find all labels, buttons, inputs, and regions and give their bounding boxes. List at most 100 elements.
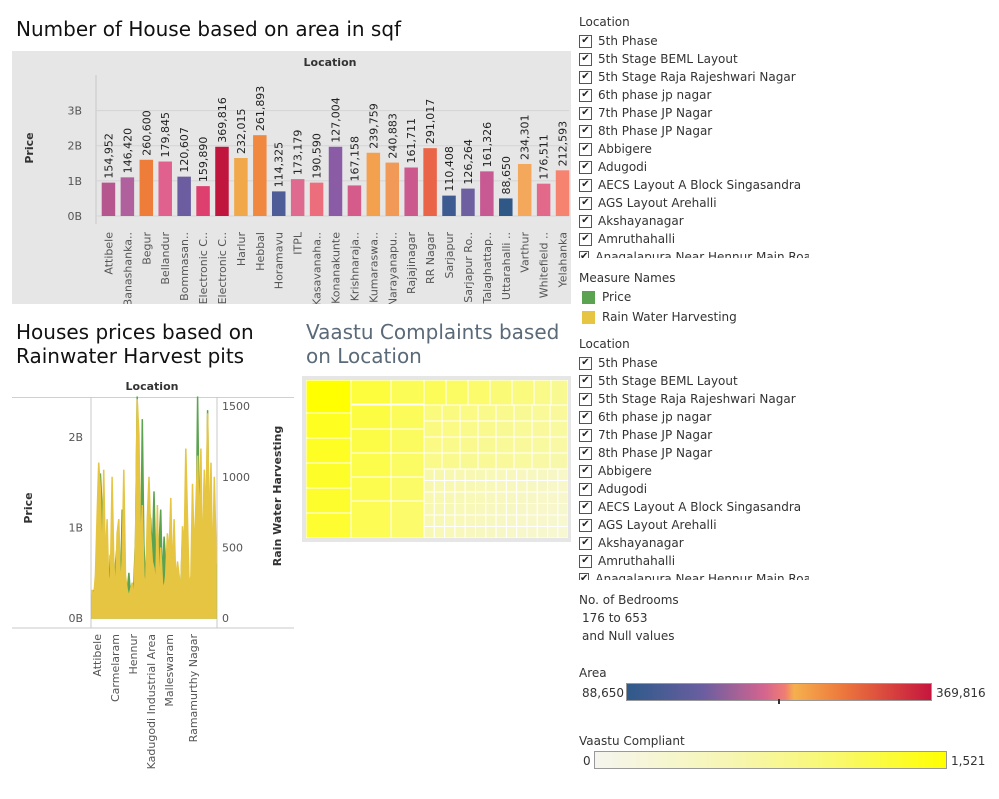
treemap-tile (444, 526, 456, 538)
bar-x-tick: RR Nagar (424, 232, 437, 284)
treemap-tile (423, 452, 443, 470)
treemap-tile (390, 476, 425, 502)
checkbox-checked-icon[interactable]: ✔ (579, 554, 592, 568)
location-option[interactable]: ✔ 7th Phase JP Nagar (579, 426, 809, 444)
location-option[interactable]: ✔ 8th Phase JP Nagar (579, 122, 809, 140)
location-option[interactable]: ✔ Adugodi (579, 480, 809, 498)
treemap-tile (350, 380, 392, 405)
treemap-tile (464, 468, 476, 481)
treemap-tile (459, 436, 479, 454)
bedrooms-null-values[interactable]: and Null values (582, 629, 675, 643)
treemap-tile (495, 514, 507, 527)
location-option[interactable]: ✔ AGS Layout Arehalli (579, 516, 809, 534)
checkbox-checked-icon[interactable]: ✔ (579, 160, 592, 174)
bar-x-tick: Uttarahalli .. (500, 232, 513, 300)
bar (385, 162, 400, 216)
location-option[interactable]: ✔ 5th Phase (579, 32, 809, 50)
bar-data-label: 291,017 (424, 99, 437, 145)
checkbox-checked-icon[interactable]: ✔ (579, 232, 592, 246)
checkbox-checked-icon[interactable]: ✔ (579, 214, 592, 228)
location-option-label: 5th Stage Raja Rajeshwari Nagar (598, 392, 796, 406)
treemap-tile (526, 514, 538, 527)
checkbox-checked-icon[interactable]: ✔ (579, 124, 592, 138)
location-option[interactable]: ✔ 5th Stage Raja Rajeshwari Nagar (579, 390, 809, 408)
treemap-tile (557, 468, 568, 481)
legend-label: Price (602, 290, 632, 304)
bar-x-tick: ITPL (292, 231, 305, 255)
location-option[interactable]: ✔ 6th phase jp nagar (579, 86, 809, 104)
checkbox-checked-icon[interactable]: ✔ (579, 536, 592, 550)
location-option[interactable]: ✔ AGS Layout Arehalli (579, 194, 809, 212)
checkbox-checked-icon[interactable]: ✔ (579, 70, 592, 84)
location-option[interactable]: ✔ 5th Stage BEML Layout (579, 50, 809, 68)
location-option[interactable]: ✔ AECS Layout A Block Singasandra (579, 498, 809, 516)
location-option[interactable]: ✔ Akshayanagar (579, 534, 809, 552)
treemap-tile (464, 514, 476, 527)
location-option[interactable]: ✔ Amruthahalli (579, 230, 809, 248)
checkbox-checked-icon[interactable]: ✔ (579, 428, 592, 442)
bar-data-label: 126,264 (462, 139, 475, 185)
vaastu-legend-header: Vaastu Compliant (579, 734, 685, 748)
treemap-tile (485, 526, 497, 538)
measure-legend-item[interactable]: Price (579, 287, 809, 307)
location-option[interactable]: ✔ 5th Stage Raja Rajeshwari Nagar (579, 68, 809, 86)
checkbox-checked-icon[interactable]: ✔ (579, 410, 592, 424)
location-option[interactable]: ✔ Anagalapura Near Hennur Main Road (579, 570, 809, 580)
location-option[interactable]: ✔ AECS Layout A Block Singasandra (579, 176, 809, 194)
checkbox-checked-icon[interactable]: ✔ (579, 374, 592, 388)
bar-data-label: 261,893 (254, 86, 267, 131)
bar (234, 158, 248, 216)
location-option[interactable]: ✔ Abbigere (579, 462, 809, 480)
checkbox-checked-icon[interactable]: ✔ (579, 500, 592, 514)
bar-data-label: 110,408 (443, 146, 456, 192)
checkbox-checked-icon[interactable]: ✔ (579, 482, 592, 496)
treemap-tile (526, 526, 538, 538)
bar-data-label: 190,590 (311, 133, 324, 179)
checkbox-checked-icon[interactable]: ✔ (579, 142, 592, 156)
location-option[interactable]: ✔ 7th Phase JP Nagar (579, 104, 809, 122)
checkbox-checked-icon[interactable]: ✔ (579, 464, 592, 478)
checkbox-checked-icon[interactable]: ✔ (579, 356, 592, 370)
bar-x-tick: Whitefield .. (538, 232, 551, 298)
location-option[interactable]: ✔ Anagalapura Near Hennur Main Road (579, 248, 809, 258)
bar-data-label: 146,420 (121, 128, 134, 174)
measure-legend-item[interactable]: Rain Water Harvesting (579, 307, 809, 327)
treemap-tile (547, 526, 559, 538)
treemap-tile (433, 468, 446, 481)
checkbox-checked-icon[interactable]: ✔ (579, 392, 592, 406)
bar-x-tick: Yelahanka (557, 232, 570, 288)
checkbox-checked-icon[interactable]: ✔ (579, 196, 592, 210)
location-filter-list-2[interactable]: ✔ 5th Phase ✔ 5th Stage BEML Layout ✔ 5th Sta… (579, 354, 809, 580)
treemap-tile (475, 503, 487, 516)
location-option[interactable]: ✔ Akshayanagar (579, 212, 809, 230)
location-option[interactable]: ✔ 5th Stage BEML Layout (579, 372, 809, 390)
location-option-label: Anagalapura Near Hennur Main Road (595, 250, 809, 258)
location-filter-list[interactable]: ✔ 5th Phase ✔ 5th Stage BEML Layout ✔ 5th Sta… (579, 32, 809, 258)
location-option-label: 5th Phase (598, 34, 658, 48)
location-option[interactable]: ✔ Amruthahalli (579, 552, 809, 570)
bedrooms-range[interactable]: 176 to 653 (582, 611, 648, 625)
location-option[interactable]: ✔ 5th Phase (579, 354, 809, 372)
legend-swatch (582, 290, 595, 304)
bar-x-tick: Bommasan.. (178, 232, 191, 301)
checkbox-checked-icon[interactable]: ✔ (579, 518, 592, 532)
treemap-tile (495, 404, 515, 422)
checkbox-checked-icon[interactable]: ✔ (579, 178, 592, 192)
treemap-tile (531, 404, 551, 422)
location-option[interactable]: ✔ Abbigere (579, 140, 809, 158)
bar (555, 170, 570, 216)
treemap-tile (423, 404, 443, 422)
location-option[interactable]: ✔ 8th Phase JP Nagar (579, 444, 809, 462)
checkbox-checked-icon[interactable]: ✔ (579, 106, 592, 120)
location-option[interactable]: ✔ Adugodi (579, 158, 809, 176)
treemap-tile (505, 503, 518, 516)
checkbox-checked-icon[interactable]: ✔ (579, 250, 590, 258)
checkbox-checked-icon[interactable]: ✔ (579, 34, 592, 48)
checkbox-checked-icon[interactable]: ✔ (579, 572, 590, 580)
location-option[interactable]: ✔ 6th phase jp nagar (579, 408, 809, 426)
checkbox-checked-icon[interactable]: ✔ (579, 88, 592, 102)
checkbox-checked-icon[interactable]: ✔ (579, 446, 592, 460)
treemap-tile (444, 514, 456, 527)
treemap-tile (306, 412, 352, 439)
checkbox-checked-icon[interactable]: ✔ (579, 52, 592, 66)
